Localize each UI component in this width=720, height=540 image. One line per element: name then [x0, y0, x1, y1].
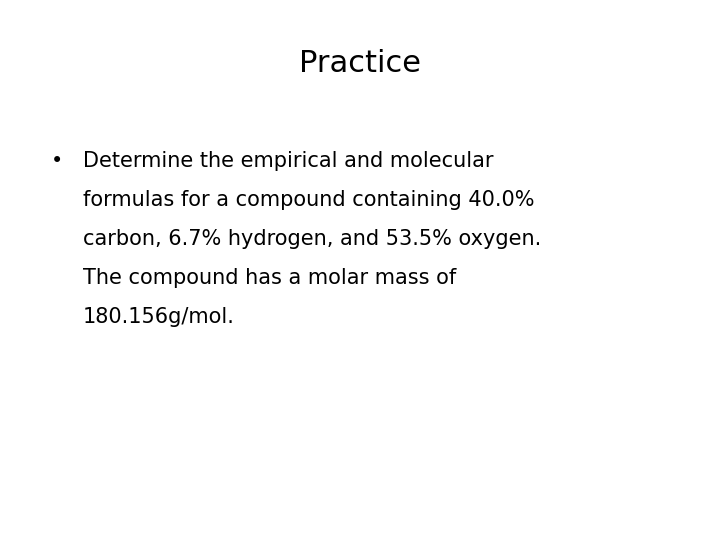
Text: carbon, 6.7% hydrogen, and 53.5% oxygen.: carbon, 6.7% hydrogen, and 53.5% oxygen.	[83, 229, 541, 249]
Text: •: •	[50, 151, 63, 171]
Text: Practice: Practice	[299, 49, 421, 78]
Text: Determine the empirical and molecular: Determine the empirical and molecular	[83, 151, 493, 171]
Text: The compound has a molar mass of: The compound has a molar mass of	[83, 268, 456, 288]
Text: 180.156g/mol.: 180.156g/mol.	[83, 307, 235, 327]
Text: formulas for a compound containing 40.0%: formulas for a compound containing 40.0%	[83, 190, 534, 210]
